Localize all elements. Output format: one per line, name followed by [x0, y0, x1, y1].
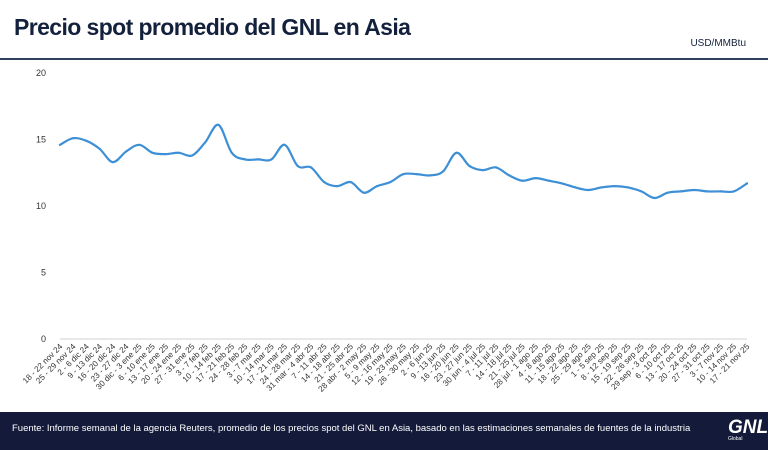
data-point — [376, 185, 379, 188]
y-tick-label: 10 — [36, 201, 46, 211]
data-point — [693, 188, 696, 192]
data-point — [455, 151, 458, 154]
data-point — [349, 181, 352, 184]
y-tick-label: 15 — [36, 135, 46, 145]
data-point — [534, 177, 537, 180]
data-point — [257, 158, 260, 161]
header-divider — [0, 58, 768, 60]
data-point — [627, 186, 630, 189]
data-point — [323, 181, 326, 184]
gnl-logo: GNL Global — [728, 417, 768, 445]
data-point — [560, 182, 564, 185]
data-point — [336, 185, 339, 188]
data-point — [521, 179, 524, 182]
data-point — [587, 188, 590, 192]
data-point — [151, 151, 154, 154]
data-point — [745, 182, 749, 185]
data-point — [653, 196, 656, 200]
data-point — [428, 174, 431, 177]
data-point — [719, 190, 722, 193]
data-point — [98, 147, 101, 150]
data-point — [177, 151, 180, 154]
footer-bar: Fuente: Informe semanal de la agencia Re… — [0, 412, 768, 450]
logo-subtext: Global — [728, 436, 743, 442]
series-layer — [58, 123, 749, 200]
data-point — [494, 166, 498, 169]
logo-text: GNL — [728, 417, 768, 438]
data-point — [111, 161, 114, 164]
data-point — [442, 170, 445, 173]
data-point — [640, 190, 643, 193]
data-point — [217, 123, 220, 126]
data-point — [508, 174, 511, 177]
data-point — [85, 139, 88, 142]
data-point — [666, 191, 669, 194]
data-point — [58, 143, 62, 146]
y-tick-label: 0 — [41, 334, 46, 344]
data-point — [243, 158, 247, 161]
data-point — [547, 179, 550, 182]
data-point — [679, 190, 683, 193]
data-point — [468, 165, 471, 168]
data-point — [204, 141, 207, 144]
y-tick-label: 20 — [36, 68, 46, 78]
data-point — [164, 153, 167, 156]
data-point — [402, 173, 405, 176]
data-point — [125, 150, 128, 153]
data-point — [613, 185, 617, 188]
series-line — [58, 123, 749, 200]
data-point — [309, 166, 313, 169]
y-axis: 0 5 10 15 20 — [36, 68, 46, 344]
data-point — [732, 190, 735, 193]
source-note: Fuente: Informe semanal de la agencia Re… — [12, 423, 691, 434]
data-point — [230, 151, 233, 154]
data-point — [415, 173, 418, 176]
unit-label: USD/MMBtu — [690, 38, 746, 49]
data-point — [72, 137, 75, 140]
data-point — [138, 143, 141, 146]
data-point — [481, 169, 484, 172]
data-point — [270, 158, 273, 161]
chart-title: Precio spot promedio del GNL en Asia — [14, 14, 411, 40]
data-point — [574, 186, 577, 189]
data-point — [191, 154, 194, 157]
y-tick-label: 5 — [41, 268, 46, 278]
data-point — [362, 191, 365, 194]
data-point — [600, 186, 603, 189]
data-point — [283, 143, 286, 146]
data-point — [296, 165, 299, 168]
data-point — [706, 190, 709, 193]
data-point — [389, 181, 392, 184]
